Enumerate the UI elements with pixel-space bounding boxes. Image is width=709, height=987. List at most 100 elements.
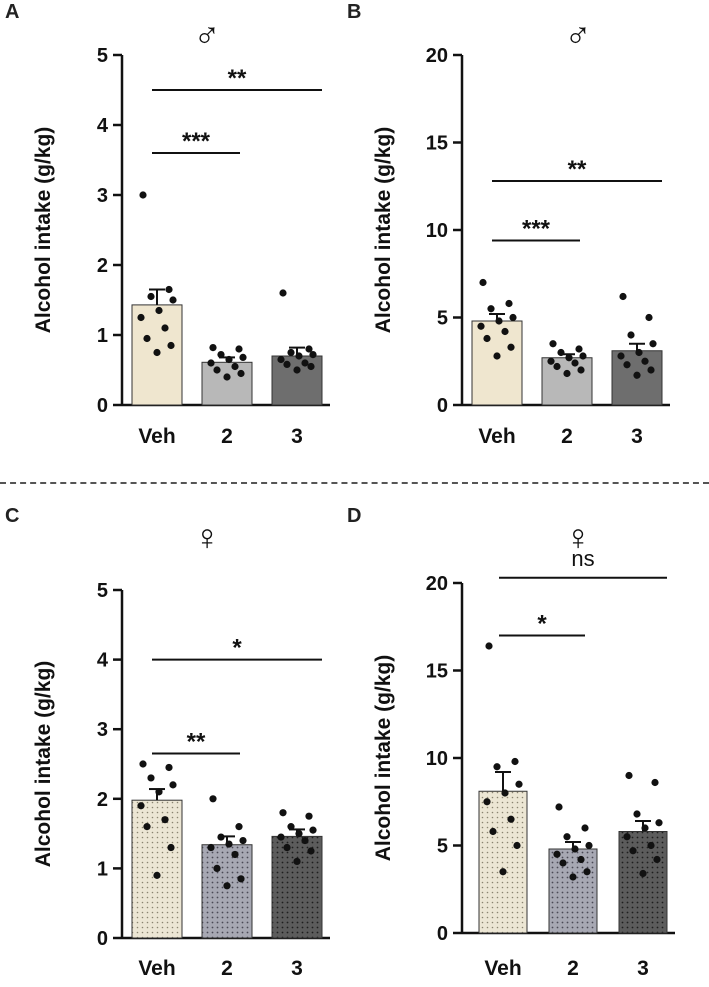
y-tick-label: 5	[437, 308, 448, 330]
data-point	[169, 296, 177, 304]
y-tick-label: 3	[97, 719, 108, 741]
data-point	[507, 343, 515, 351]
panel-letter: B	[347, 1, 361, 23]
data-point	[237, 875, 245, 883]
data-point	[283, 360, 291, 368]
x-tick-label: 2	[567, 957, 579, 980]
x-tick-label: 3	[637, 957, 649, 980]
data-point	[287, 348, 295, 357]
y-tick-label: 10	[426, 748, 448, 770]
data-point	[139, 191, 147, 199]
bar-2	[201, 844, 253, 939]
y-tick-label: 0	[437, 395, 448, 417]
data-point	[653, 855, 661, 864]
data-point	[655, 819, 663, 827]
data-point	[647, 366, 655, 374]
significance-label: *	[537, 611, 547, 638]
x-tick-label: Veh	[478, 425, 515, 448]
data-point	[577, 855, 585, 864]
data-point	[483, 798, 491, 806]
data-point	[499, 868, 507, 876]
significance-label: ns	[571, 546, 594, 571]
x-tick-label: Veh	[484, 957, 521, 980]
data-point	[487, 305, 495, 313]
data-point	[549, 340, 557, 348]
data-point	[507, 815, 515, 823]
y-tick-label: 10	[426, 220, 448, 242]
data-point	[293, 366, 301, 374]
data-point	[217, 351, 225, 359]
data-point	[305, 812, 313, 820]
y-tick-label: 0	[97, 395, 108, 417]
data-point	[165, 763, 173, 772]
data-point	[167, 843, 175, 852]
y-tick-label: 4	[97, 115, 109, 137]
y-tick-label: 5	[97, 45, 108, 67]
data-point	[143, 334, 151, 343]
data-point	[309, 351, 317, 359]
data-point	[555, 803, 563, 811]
female-symbol: ♀	[194, 517, 221, 558]
y-tick-label: 20	[426, 45, 448, 67]
data-point	[617, 352, 625, 360]
data-point	[165, 285, 173, 294]
data-point	[619, 292, 627, 301]
data-point	[509, 313, 517, 322]
x-tick-label: 3	[291, 425, 303, 448]
data-point	[651, 778, 659, 787]
data-point	[553, 362, 561, 371]
y-tick-label: 1	[97, 325, 108, 347]
data-point	[309, 826, 317, 834]
bar-2	[548, 848, 598, 934]
data-point	[293, 857, 301, 866]
data-point	[563, 833, 571, 841]
data-point	[511, 757, 519, 766]
data-point	[153, 348, 161, 357]
data-point	[147, 774, 155, 782]
data-point	[301, 359, 309, 367]
bar-veh	[471, 320, 523, 406]
data-point	[139, 760, 147, 768]
y-tick-label: 1	[97, 858, 108, 880]
y-tick-label: 15	[426, 133, 448, 155]
data-point	[489, 827, 497, 836]
data-point	[493, 763, 501, 771]
male-symbol: ♂	[194, 15, 221, 56]
data-point	[633, 371, 641, 379]
data-point	[571, 845, 579, 853]
data-point	[301, 836, 309, 845]
data-point	[577, 366, 585, 374]
y-tick-label: 2	[97, 789, 108, 811]
data-point	[623, 361, 631, 369]
data-point	[295, 830, 303, 838]
male-symbol: ♂	[565, 15, 592, 56]
panel-letter: D	[347, 505, 361, 527]
x-tick-label: 2	[221, 425, 233, 448]
data-point	[623, 833, 631, 841]
data-point	[277, 833, 285, 841]
y-tick-label: 20	[426, 573, 448, 595]
data-point	[305, 345, 313, 353]
bar-2	[541, 357, 593, 406]
y-tick-label: 4	[97, 650, 109, 672]
data-point	[169, 781, 177, 789]
data-point	[207, 843, 215, 852]
bar-veh	[131, 799, 183, 939]
data-point	[559, 859, 567, 867]
data-point	[477, 322, 485, 330]
data-point	[239, 836, 247, 845]
section-divider	[0, 482, 709, 484]
data-point	[501, 789, 509, 797]
x-tick-label: 2	[561, 425, 573, 448]
data-point	[515, 780, 523, 788]
bar-veh	[478, 790, 528, 934]
data-point	[557, 348, 565, 357]
x-tick-label: 2	[221, 957, 233, 980]
data-point	[579, 352, 587, 360]
data-point	[213, 366, 221, 374]
data-point	[237, 369, 245, 378]
data-point	[279, 289, 287, 297]
data-point	[501, 327, 509, 336]
significance-label: ***	[522, 216, 551, 243]
